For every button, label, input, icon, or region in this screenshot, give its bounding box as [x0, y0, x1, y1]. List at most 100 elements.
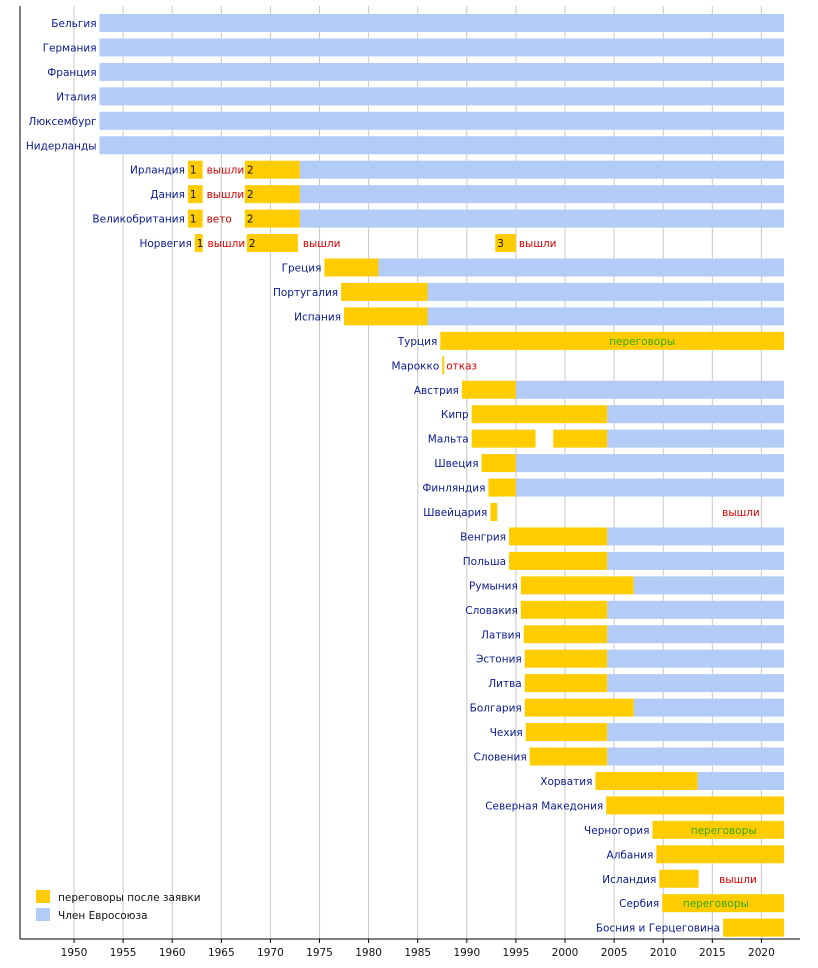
bar-36-1-candidate: [659, 869, 699, 888]
bar-10-3-candidate: [495, 234, 516, 253]
x-tick-label-1985: 1985: [404, 947, 431, 959]
bar-9-2-candidate: [244, 209, 300, 228]
country-label-17: Кипр: [441, 409, 469, 421]
bar-22-1-candidate: [509, 527, 608, 546]
bar-13-1-candidate: [344, 307, 428, 326]
bar-35-1-candidate: [656, 845, 784, 864]
x-tick-label-1960: 1960: [159, 947, 186, 959]
note-10-1: вышли: [208, 238, 246, 250]
bar-20-2-member: [515, 478, 784, 497]
country-label-6: Нидерланды: [26, 140, 97, 152]
note-34-1: переговоры: [691, 825, 757, 837]
bar-label-10-2: 2: [249, 238, 256, 250]
country-label-14: Турция: [397, 336, 438, 348]
bar-27-1-candidate: [524, 649, 608, 668]
bar-label-7-1: 1: [190, 165, 197, 177]
bar-7-3-member: [299, 160, 784, 179]
bar-12-1-candidate: [341, 282, 428, 301]
bar-label-8-1: 1: [190, 189, 197, 201]
country-label-12: Португалия: [273, 287, 338, 299]
note-36-1: вышли: [719, 874, 757, 886]
bar-17-2-member: [607, 405, 784, 424]
legend: переговоры после заявки Член Евросоюза: [36, 890, 201, 922]
note-21-1: вышли: [722, 507, 760, 519]
note-10-3: вышли: [519, 238, 557, 250]
bar-32-2-member: [697, 771, 784, 790]
bar-2-1-member: [99, 38, 784, 57]
bar-13-2-member: [427, 307, 784, 326]
bar-14-1-candidate: [440, 331, 784, 350]
bar-28-2-member: [607, 674, 784, 693]
bar-3-1-member: [99, 62, 784, 81]
bar-9-3-member: [299, 209, 784, 228]
country-label-37: Сербия: [619, 898, 659, 910]
bar-25-2-member: [607, 600, 784, 619]
x-tick-label-1955: 1955: [110, 947, 137, 959]
bar-11-1-candidate: [324, 258, 379, 277]
bar-16-1-candidate: [461, 380, 516, 399]
bar-25-1-candidate: [520, 600, 608, 619]
bar-15-1-candidate: [442, 356, 445, 375]
bar-26-2-member: [607, 625, 784, 644]
country-label-11: Греция: [282, 263, 322, 275]
x-tick-label-1970: 1970: [257, 947, 284, 959]
country-label-10: Норвегия: [139, 238, 191, 250]
country-label-38: Босния и Герцеговина: [596, 923, 720, 935]
bar-7-2-candidate: [244, 160, 300, 179]
bars-layer: [99, 14, 784, 937]
x-tick-label-2000: 2000: [552, 947, 579, 959]
country-label-9: Великобритания: [92, 214, 185, 226]
note-37-1: переговоры: [683, 898, 749, 910]
country-label-29: Болгария: [470, 703, 522, 715]
bar-30-2-member: [607, 723, 784, 742]
x-tick-label-2010: 2010: [650, 947, 677, 959]
bar-6-1-member: [99, 136, 784, 155]
bar-9-1-candidate: [187, 209, 203, 228]
bar-label-10-3: 3: [497, 238, 504, 250]
bar-21-1-candidate: [490, 503, 498, 521]
country-label-4: Италия: [56, 91, 96, 103]
country-label-32: Хорватия: [540, 776, 592, 788]
country-label-30: Чехия: [490, 727, 523, 739]
bar-24-2-member: [633, 576, 784, 595]
bar-18-1-candidate: [471, 429, 536, 448]
bar-label-9-2: 2: [247, 214, 254, 226]
bar-8-3-member: [299, 185, 784, 204]
country-label-15: Марокко: [392, 360, 440, 372]
labels-layer: Бельгия Германия Франция Италия Люксембург Ни…: [26, 18, 760, 935]
country-label-8: Дания: [150, 189, 185, 201]
country-label-33: Северная Македония: [485, 800, 603, 812]
country-label-28: Литва: [488, 678, 521, 690]
bar-34-1-candidate: [652, 820, 784, 839]
bar-10-2-candidate: [246, 234, 298, 253]
bar-31-1-candidate: [529, 747, 608, 766]
bar-label-9-1: 1: [190, 214, 197, 226]
bar-28-1-candidate: [524, 674, 608, 693]
bar-1-1-member: [99, 14, 784, 32]
legend-label-candidate: переговоры после заявки: [58, 892, 201, 904]
country-label-20: Финляндия: [422, 483, 485, 495]
note-9-1: вето: [207, 214, 232, 226]
bar-27-2-member: [607, 649, 784, 668]
country-label-2: Германия: [43, 42, 97, 54]
country-label-27: Эстония: [476, 654, 522, 666]
bar-29-2-member: [633, 698, 784, 717]
note-7-1: вышли: [207, 165, 245, 177]
country-label-16: Австрия: [414, 385, 459, 397]
country-label-5: Люксембург: [28, 116, 96, 128]
country-label-31: Словения: [474, 752, 527, 764]
country-label-21: Швейцария: [423, 507, 487, 519]
axes-layer: 1950 1955 1960 1965 1970 1975 1980 1985 1990 1995…: [19, 6, 800, 959]
country-label-23: Польша: [463, 556, 506, 568]
country-label-13: Испания: [294, 311, 341, 323]
bar-label-7-2: 2: [247, 165, 254, 177]
x-tick-label-2020: 2020: [748, 947, 775, 959]
x-tick-label-1965: 1965: [208, 947, 235, 959]
bar-7-1-candidate: [187, 160, 203, 179]
bar-38-1-candidate: [723, 918, 784, 937]
bar-18-2-candidate: [553, 429, 608, 448]
bar-8-2-candidate: [244, 185, 300, 204]
country-label-36: Исландия: [602, 874, 656, 886]
legend-label-member: Член Евросоюза: [58, 910, 148, 922]
